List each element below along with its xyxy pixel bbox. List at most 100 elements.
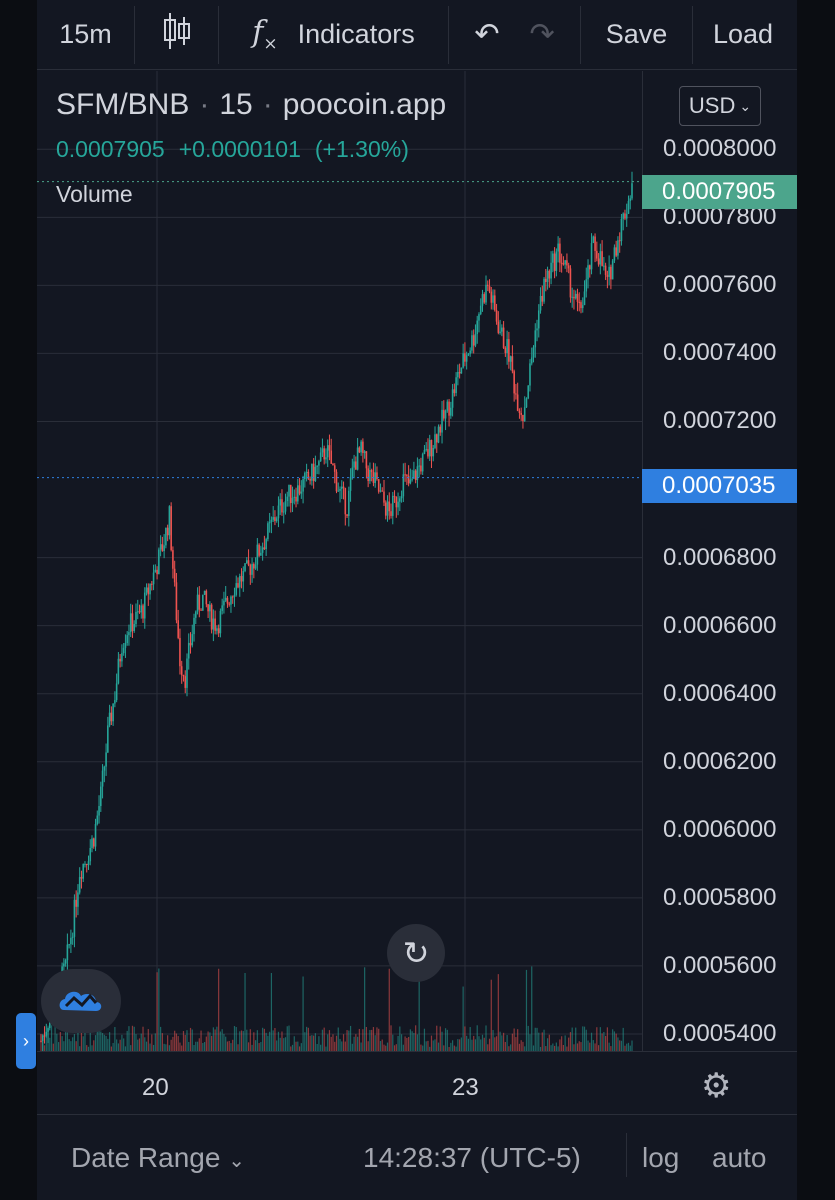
volume-bar [383, 1044, 385, 1051]
volume-bar [276, 1040, 278, 1051]
volume-bar [409, 1029, 411, 1051]
candle-body [85, 863, 88, 866]
candle-body [469, 350, 471, 354]
legend-title: SFM/BNB · 15 · poocoin.app [56, 88, 446, 122]
volume-bar [459, 1039, 461, 1051]
volume-bar [179, 1042, 181, 1051]
tradingview-logo-button[interactable] [41, 969, 121, 1033]
volume-bar [212, 1027, 214, 1051]
volume-bar [441, 1031, 443, 1051]
volume-bar [517, 1029, 519, 1051]
chart-type-button[interactable] [135, 5, 219, 64]
volume-bar [161, 1033, 163, 1051]
candle-body [156, 569, 158, 575]
candle-body [583, 291, 586, 306]
redo-icon[interactable]: ↷ [529, 18, 555, 51]
candle-body [448, 401, 450, 416]
clock-display[interactable]: 14:28:37 (UTC-5) [363, 1141, 581, 1173]
volume-bar [300, 1043, 302, 1051]
volume-bar [367, 1041, 369, 1051]
price-chart[interactable] [37, 71, 642, 1051]
candle-body [360, 441, 362, 453]
candle-body [557, 243, 559, 252]
volume-bar [576, 1043, 579, 1051]
candle-body [467, 353, 470, 356]
volume-bar [423, 1028, 426, 1051]
candle-body [261, 547, 264, 553]
candle-body [175, 582, 178, 621]
auto-scale-toggle[interactable]: auto [712, 1141, 767, 1173]
candle-body [423, 450, 426, 454]
volume-bar [508, 1046, 510, 1051]
candle-body [395, 496, 398, 508]
volume-bar [539, 1046, 542, 1051]
gear-icon[interactable]: ⚙ [701, 1067, 732, 1105]
volume-bar [462, 986, 464, 1051]
volume-bar [448, 1046, 450, 1051]
time-axis[interactable]: 20 23 ⚙ [37, 1051, 797, 1114]
candle-body [152, 572, 155, 585]
side-panel-toggle[interactable]: › [16, 1013, 36, 1069]
volume-bar [145, 1041, 148, 1051]
volume-bar [585, 1029, 587, 1051]
candle-body [488, 286, 491, 292]
candle-body [522, 414, 524, 422]
candle-body [184, 676, 187, 688]
volume-bar [460, 1037, 462, 1051]
volume-bar [175, 1033, 178, 1051]
log-scale-toggle[interactable]: log [642, 1141, 680, 1173]
volume-bar [89, 1026, 91, 1051]
undo-icon[interactable]: ↶ [474, 18, 500, 51]
volume-bar [594, 1043, 596, 1051]
volume-bar [313, 1035, 315, 1051]
candle-body [145, 587, 148, 593]
candle-body [562, 263, 565, 265]
candle-body [580, 302, 582, 309]
candle-body [230, 596, 232, 605]
candle-body [501, 327, 503, 332]
currency-button[interactable]: USD ⌄ [679, 86, 761, 126]
volume-bar [390, 1025, 392, 1051]
candle-body [340, 486, 343, 489]
volume-legend[interactable]: Volume [56, 181, 133, 207]
indicators-button[interactable]: f× Indicators [219, 5, 449, 64]
candle-body [298, 485, 301, 494]
volume-bar [232, 1039, 234, 1051]
volume-bar [480, 1039, 482, 1051]
volume-bar [45, 1034, 47, 1051]
candle-body [457, 371, 459, 378]
volume-bar [293, 1036, 295, 1051]
reset-chart-button[interactable]: ↻ [387, 924, 445, 982]
candle-body [476, 320, 479, 335]
volume-bar [337, 1027, 339, 1051]
candle-body [391, 495, 394, 516]
volume-bar [256, 1030, 258, 1051]
volume-bar [548, 1034, 550, 1051]
interval-button[interactable]: 15m [37, 5, 135, 64]
symbol-name[interactable]: SFM/BNB [56, 88, 190, 121]
candle-body [367, 468, 369, 482]
candle-body [421, 453, 424, 472]
candle-body [599, 251, 602, 265]
volume-bar [100, 1031, 102, 1051]
volume-bar [541, 1032, 543, 1051]
save-button[interactable]: Save [581, 5, 693, 64]
candle-body [119, 658, 121, 662]
candle-body [450, 407, 452, 416]
candle-body [274, 517, 276, 522]
candle-body [318, 461, 320, 466]
volume-bar [147, 1029, 149, 1051]
date-range-button[interactable]: Date Range ⌄ [71, 1142, 245, 1174]
legend-interval: 15 [219, 88, 253, 121]
candle-body [571, 296, 573, 298]
candle-body [585, 279, 588, 292]
volume-bar [590, 1032, 593, 1051]
candle-body [356, 447, 359, 470]
candle-body [159, 544, 162, 550]
volume-bar [532, 1045, 535, 1051]
load-button[interactable]: Load [693, 6, 797, 64]
volume-bar [430, 1035, 433, 1051]
price-axis[interactable]: 0.0008000 0.0007800 0.0007600 0.0007400 0.00… [642, 71, 797, 1051]
volume-bar [270, 972, 273, 1051]
candle-body [384, 502, 387, 516]
